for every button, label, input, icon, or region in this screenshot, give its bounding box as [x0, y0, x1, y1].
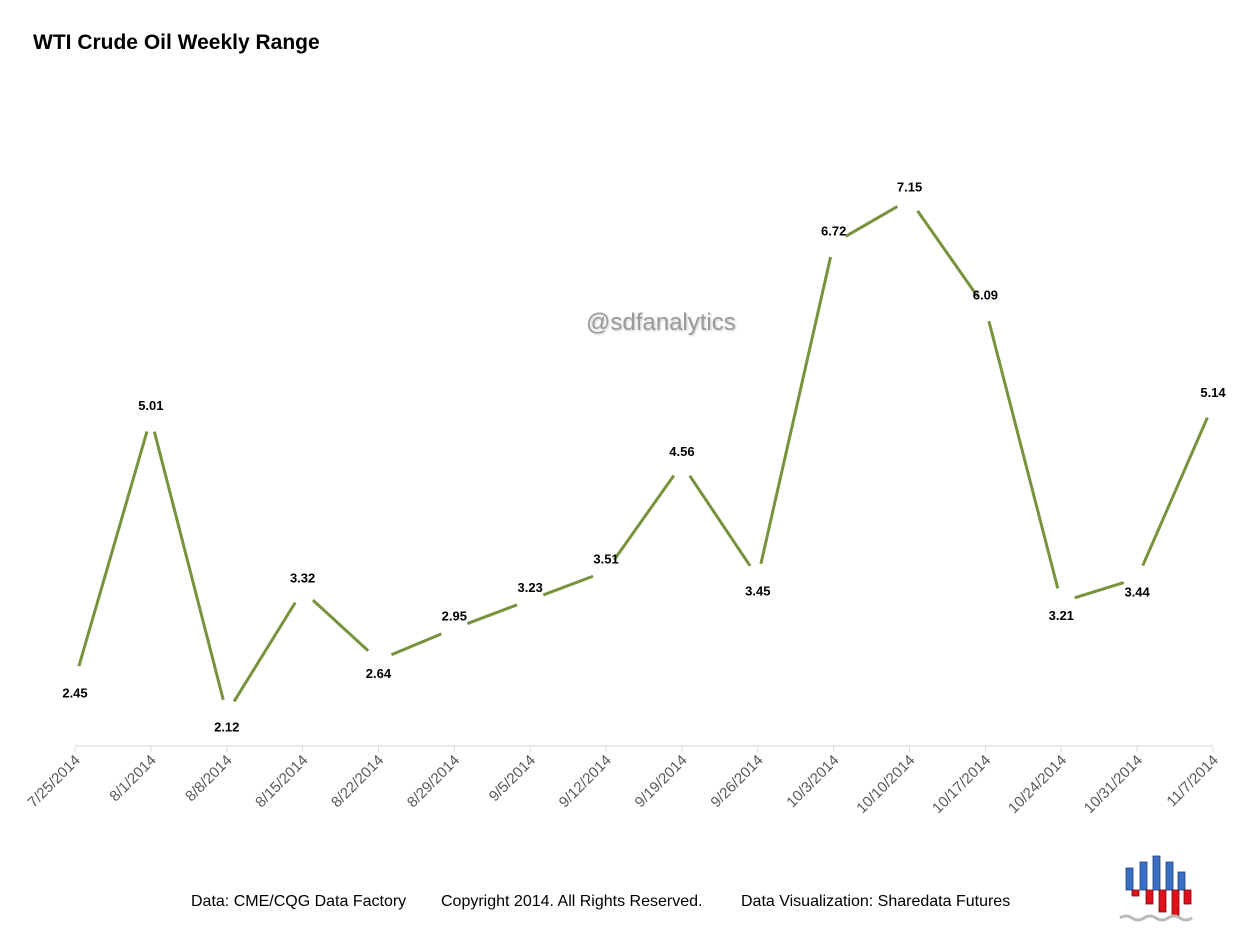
data-label: 3.51 [593, 551, 618, 566]
series-line-segment [152, 431, 225, 701]
x-tick-label: 7/25/2014 [25, 752, 84, 811]
series-line-segment [845, 205, 899, 238]
series-line-segment [916, 210, 979, 298]
x-tick-label: 10/3/2014 [783, 752, 842, 811]
x-tick-label: 11/7/2014 [1163, 752, 1221, 810]
data-label: 7.15 [897, 179, 922, 194]
logo-down-bar [1183, 889, 1192, 905]
footer-credit: Data Visualization: Sharedata Futures [741, 893, 1011, 910]
logo-down-bar [1158, 889, 1167, 913]
data-label: 6.09 [973, 288, 998, 303]
series-line-segment [466, 603, 518, 625]
logo-up-bar [1125, 867, 1134, 891]
data-label-layer: 2.45 5.01 2.12 3.32 2.64 2.95 3.23 3.51 4.56 3.45… [62, 179, 1226, 734]
x-tick-label: 8/15/2014 [252, 752, 311, 811]
x-tick-label: 8/1/2014 [106, 752, 159, 805]
data-label: 2.95 [442, 609, 467, 624]
series-line-segment [542, 574, 594, 597]
data-label: 3.45 [745, 583, 770, 598]
data-label: 4.56 [669, 444, 694, 459]
x-tick-label: 10/10/2014 [853, 752, 918, 817]
logo-down-bar [1171, 889, 1180, 917]
logo-up-bar [1165, 861, 1174, 891]
series-line-segment [987, 320, 1060, 589]
x-tick-label: 10/31/2014 [1081, 752, 1146, 817]
data-label: 3.21 [1049, 608, 1074, 623]
data-label: 3.32 [290, 571, 315, 586]
logo-down-bar [1145, 889, 1154, 905]
series-line-layer [77, 205, 1209, 703]
x-tick-label: 10/17/2014 [929, 752, 994, 817]
series-line-segment [390, 632, 442, 657]
series-line-segment [232, 601, 297, 703]
x-tick-label: 9/5/2014 [486, 752, 539, 805]
data-label: 2.64 [366, 666, 392, 681]
logo-up-bar [1139, 861, 1148, 891]
data-label: 5.14 [1200, 385, 1226, 400]
logo-up-bar [1177, 871, 1186, 891]
x-tick-label: 9/19/2014 [632, 752, 691, 811]
logo-down-bar [1131, 889, 1140, 897]
data-label: 3.44 [1124, 584, 1150, 599]
x-axis [74, 745, 1214, 752]
series-line-segment [612, 474, 676, 561]
data-label: 3.23 [518, 580, 543, 595]
series-line-segment [1074, 581, 1125, 600]
chart-title: WTI Crude Oil Weekly Range [33, 31, 320, 54]
series-line-segment [311, 599, 370, 652]
series-line-segment [688, 474, 752, 567]
logo-wave [1119, 914, 1193, 922]
x-tick-label: 10/24/2014 [1005, 752, 1070, 817]
data-label: 6.72 [821, 223, 846, 238]
series-line-segment [77, 431, 149, 667]
series-line-segment [1141, 416, 1209, 567]
data-label: 2.45 [62, 686, 87, 701]
x-tick-label: 9/26/2014 [707, 752, 766, 811]
x-tick-label: 8/8/2014 [182, 752, 235, 805]
watermark: @sdfanalytics [586, 309, 736, 336]
data-label: 2.12 [214, 719, 239, 734]
data-label: 5.01 [138, 398, 163, 413]
x-tick-label: 8/29/2014 [404, 752, 463, 811]
sharedata-bar-logo-icon [1119, 855, 1193, 922]
logo-up-bar [1152, 855, 1161, 891]
footer-copyright: Copyright 2014. All Rights Reserved. [441, 893, 703, 910]
footer-source: Data: CME/CQG Data Factory [191, 893, 407, 910]
x-tick-label: 9/12/2014 [556, 752, 615, 811]
series-line-segment [759, 256, 833, 565]
x-tick-label-layer: 7/25/2014 8/1/2014 8/8/2014 8/15/2014 8/22/2… [25, 752, 1222, 817]
x-tick-label: 8/22/2014 [328, 752, 387, 811]
